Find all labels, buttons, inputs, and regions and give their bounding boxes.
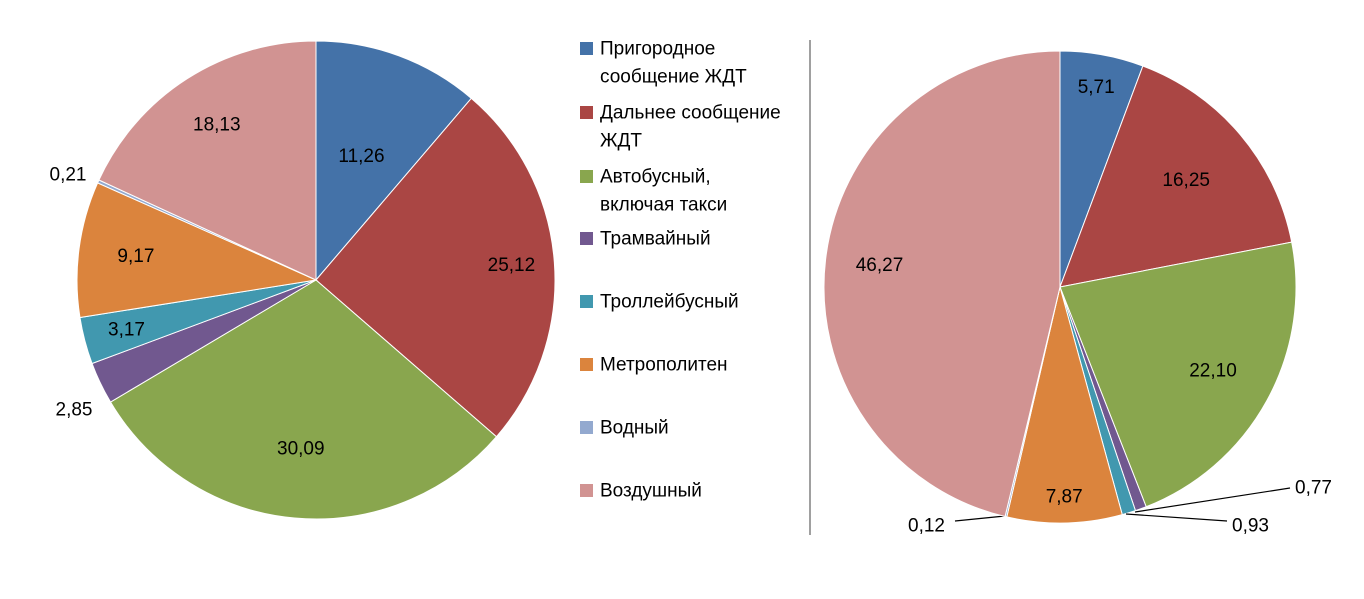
legend-swatch-tramvayny: [580, 232, 593, 245]
left-slice-avtobusny: [109, 279, 498, 520]
legend-swatch-metropoliten: [580, 358, 593, 371]
right-data-label-vozdushny: 46,27: [856, 255, 904, 276]
legend-label-trolleybusny: Троллейбусный: [600, 292, 739, 313]
right-leader-line-tramvayny: [1134, 487, 1291, 513]
legend-swatch-avtobusny: [580, 170, 593, 183]
right-slice-dalnee: [1059, 65, 1293, 288]
legend-label-dalnee: ЖДТ: [600, 131, 642, 152]
legend: Пригородное сообщение ЖДТ Дальнее сообщени…: [580, 39, 781, 502]
left-slice-vozdushny: [98, 40, 317, 281]
right-slice-vozdushny: [823, 50, 1061, 518]
legend-swatch-prigorodnoe: [580, 42, 593, 55]
left-data-label-tramvayny: 2,85: [56, 400, 93, 421]
legend-label-dalnee: Дальнее сообщение: [600, 103, 781, 124]
legend-swatch-dalnee: [580, 106, 593, 119]
pie-chart-right: 5,71 16,25 22,10 0,77 0,93 7,87 0,12 46,27: [823, 50, 1332, 537]
right-slice-metropoliten: [1006, 286, 1123, 524]
left-data-label-dalnee: 25,12: [488, 255, 536, 276]
right-data-label-vodny: 0,12: [908, 516, 945, 537]
right-data-label-tramvayny: 0,77: [1295, 478, 1332, 499]
right-data-label-trolleybusny: 0,93: [1232, 516, 1269, 537]
legend-label-vodny: Водный: [600, 418, 669, 439]
left-slice-dalnee: [315, 97, 556, 438]
left-data-label-vozdushny: 18,13: [193, 115, 241, 136]
left-data-label-trolleybusny: 3,17: [108, 319, 145, 340]
legend-label-prigorodnoe: сообщение ЖДТ: [600, 67, 747, 88]
right-leader-line-trolleybusny: [1125, 513, 1228, 522]
right-slice-avtobusny: [1059, 241, 1297, 508]
legend-swatch-trolleybusny: [580, 295, 593, 308]
right-leader-line-vodny: [954, 515, 1006, 522]
left-data-label-vodny: 0,21: [50, 165, 87, 186]
legend-swatch-vodny: [580, 421, 593, 434]
left-slice-prigorodnoe: [315, 40, 473, 282]
left-data-label-prigorodnoe: 11,26: [338, 146, 384, 167]
right-data-label-dalnee: 16,25: [1162, 170, 1210, 191]
pie-chart-left: 11,26 25,12 30,09 2,85 3,17 9,17 0,21 18,13: [50, 40, 556, 520]
right-data-label-metropoliten: 7,87: [1046, 487, 1083, 508]
legend-swatch-vozdushny: [580, 484, 593, 497]
legend-label-metropoliten: Метрополитен: [600, 355, 728, 376]
legend-label-prigorodnoe: Пригородное: [600, 39, 715, 60]
right-data-label-avtobusny: 22,10: [1189, 361, 1237, 382]
legend-label-tramvayny: Трамвайный: [600, 229, 711, 250]
legend-label-vozdushny: Воздушный: [600, 481, 702, 502]
left-data-label-metropoliten: 9,17: [117, 246, 154, 267]
left-data-label-avtobusny: 30,09: [277, 439, 325, 460]
left-slice-metropoliten: [76, 182, 318, 319]
legend-label-avtobusny: включая такси: [600, 195, 727, 216]
legend-label-avtobusny: Автобусный,: [600, 167, 711, 188]
right-data-label-prigorodnoe: 5,71: [1078, 77, 1115, 98]
